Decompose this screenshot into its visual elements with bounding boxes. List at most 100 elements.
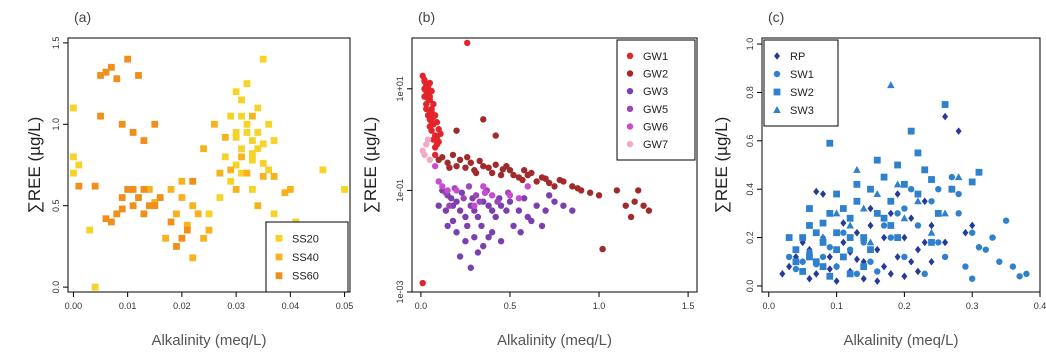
data-point — [421, 78, 428, 85]
legend-marker — [773, 106, 781, 113]
data-point — [248, 150, 256, 158]
data-point — [894, 161, 902, 169]
data-point — [569, 183, 576, 190]
data-point — [424, 136, 432, 143]
legend-label: SW3 — [790, 105, 814, 117]
data-point — [826, 253, 833, 261]
data-point — [613, 187, 621, 194]
data-point — [551, 183, 558, 190]
data-point — [867, 204, 874, 213]
data-point — [471, 233, 478, 241]
data-point — [846, 214, 854, 222]
y-tick-label: 1e-01 — [395, 179, 405, 202]
x-axis-label: Alkalinity (meq/L) — [151, 332, 266, 349]
data-point — [955, 210, 962, 217]
data-point — [178, 234, 186, 242]
legend-marker — [626, 105, 634, 113]
data-point — [792, 265, 800, 273]
data-point — [113, 75, 121, 83]
data-point — [102, 68, 110, 76]
data-point — [941, 101, 949, 108]
data-point — [135, 194, 142, 201]
data-point — [183, 226, 191, 234]
data-point — [806, 253, 813, 261]
data-point — [474, 213, 482, 221]
data-point — [867, 221, 874, 230]
data-point — [446, 164, 453, 171]
data-point — [901, 253, 908, 261]
data-point — [941, 253, 949, 261]
data-point — [238, 112, 245, 120]
x-tick-label: 0.2 — [898, 301, 911, 311]
data-point — [893, 180, 902, 188]
data-point — [474, 249, 482, 256]
data-point — [826, 272, 834, 280]
data-point — [928, 198, 935, 205]
y-tick-label: 0.8 — [745, 86, 755, 99]
data-point — [70, 169, 77, 177]
data-point — [867, 258, 874, 265]
data-point — [183, 221, 191, 229]
data-point — [423, 141, 430, 148]
data-point — [826, 209, 834, 217]
data-point — [779, 270, 786, 278]
data-point — [813, 270, 820, 278]
data-point — [205, 226, 213, 234]
data-point — [462, 164, 469, 171]
data-point — [243, 80, 251, 87]
data-point — [467, 264, 474, 271]
data-point — [426, 110, 434, 118]
data-point — [499, 166, 507, 173]
data-point — [586, 189, 594, 196]
data-point — [887, 81, 895, 89]
data-point — [265, 166, 273, 174]
data-point — [874, 245, 881, 254]
data-point — [216, 194, 224, 201]
y-axis-label: ∑REE (µg/L) — [361, 117, 380, 214]
legend-label: GW1 — [643, 51, 668, 63]
data-point — [449, 151, 457, 159]
data-point — [453, 162, 460, 170]
data-point — [894, 253, 901, 261]
data-point — [954, 173, 963, 181]
legend-label: SS40 — [292, 252, 319, 264]
data-point — [813, 187, 820, 196]
data-point — [124, 55, 132, 63]
data-point — [942, 238, 949, 247]
legend-label: GW5 — [643, 104, 668, 116]
data-point — [341, 186, 348, 193]
data-point — [444, 222, 451, 230]
data-point — [254, 202, 262, 210]
data-point — [515, 195, 523, 202]
data-point — [867, 185, 874, 193]
legend-box — [616, 39, 696, 161]
data-point — [853, 270, 861, 278]
data-point — [227, 177, 235, 185]
data-point — [232, 88, 240, 96]
data-point — [894, 210, 901, 217]
data-point — [975, 244, 983, 251]
x-tick-label: 0.00 — [65, 301, 83, 311]
data-point — [914, 267, 921, 276]
data-point — [428, 119, 435, 126]
legend-marker — [626, 70, 634, 77]
plot-frame — [411, 37, 698, 293]
data-point — [881, 262, 888, 271]
data-point — [819, 239, 827, 246]
data-point — [948, 173, 956, 181]
data-point — [955, 127, 962, 135]
y-tick-label: 1.0 — [51, 118, 61, 131]
data-point — [833, 246, 840, 254]
data-point — [833, 190, 840, 198]
data-point — [792, 258, 800, 266]
data-point — [419, 279, 426, 287]
legend-marker — [626, 87, 634, 95]
data-point — [1009, 263, 1017, 270]
data-point — [528, 217, 535, 225]
panel-label: (b) — [418, 9, 435, 25]
data-point — [97, 112, 104, 120]
x-tick-label: 0.3 — [966, 301, 979, 311]
data-point — [453, 187, 460, 194]
data-point — [259, 55, 267, 63]
